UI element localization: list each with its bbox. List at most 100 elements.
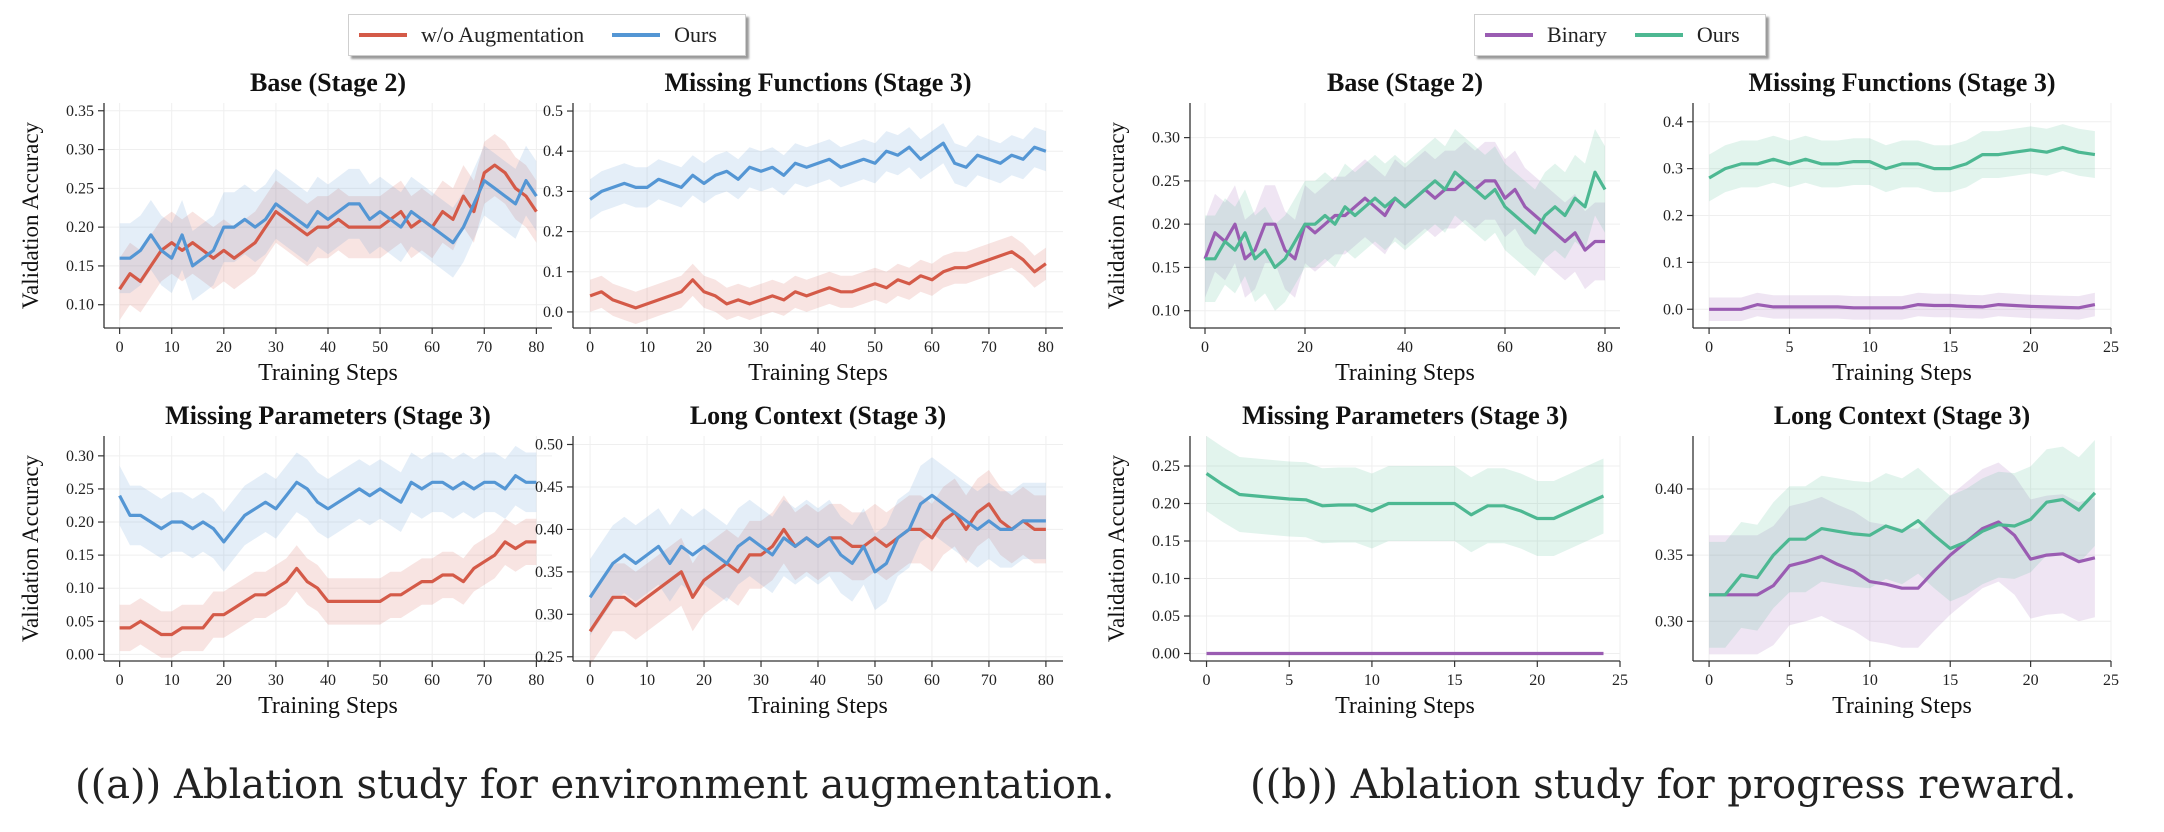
- series-line-2: [589, 141, 1047, 201]
- x-tick-label: 10: [164, 672, 180, 689]
- x-tick-label: 70: [981, 672, 997, 689]
- x-tick-label: 20: [216, 339, 232, 356]
- y-tick-label: 0.25: [66, 180, 94, 197]
- series-line-2: [119, 179, 538, 268]
- legend-progress-reward: Binary Ours: [1474, 14, 1766, 56]
- x-tick-label: 0: [116, 672, 124, 689]
- x-tick-label: 0: [1705, 672, 1713, 689]
- x-axis-label: Training Steps: [258, 360, 398, 386]
- x-tick-label: 15: [1942, 339, 1958, 356]
- y-tick-label: 0.1: [1663, 254, 1683, 271]
- y-tick-label: 0.05: [66, 613, 94, 630]
- chart-title: Long Context (Stage 3): [1774, 401, 2030, 430]
- y-tick-label: 0.10: [1152, 571, 1180, 588]
- x-tick-label: 50: [867, 339, 883, 356]
- x-tick-label: 25: [1612, 672, 1628, 689]
- x-tick-label: 20: [216, 672, 232, 689]
- series-line-1: [119, 540, 537, 637]
- x-tick-label: 0: [586, 672, 594, 689]
- y-axis-label: Validation Accuracy: [18, 121, 43, 309]
- x-axis-label: Training Steps: [258, 693, 398, 719]
- series-line-2: [1708, 145, 2096, 180]
- y-tick-label: 0.0: [543, 304, 563, 321]
- x-tick-label: 80: [1597, 339, 1613, 356]
- x-tick-label: 10: [164, 339, 180, 356]
- x-axis-label: Training Steps: [1832, 693, 1972, 719]
- series-line-1: [1709, 520, 2096, 597]
- confidence-band-2: [1205, 129, 1605, 311]
- x-tick-label: 80: [1038, 339, 1054, 356]
- x-tick-label: 30: [268, 339, 284, 356]
- legend-swatch-binary: [1485, 33, 1533, 37]
- y-tick-label: 0.5: [543, 103, 563, 120]
- y-tick-label: 0.15: [1152, 259, 1180, 276]
- y-tick-label: 0.10: [66, 580, 94, 597]
- y-tick-label: 0.40: [535, 521, 563, 538]
- confidence-band-2: [590, 123, 1046, 220]
- y-tick-label: 0.30: [66, 448, 94, 465]
- y-tick-label: 0.35: [66, 103, 94, 120]
- y-tick-label: 0.25: [1152, 458, 1180, 475]
- y-axis-label: Validation Accuracy: [1104, 121, 1129, 309]
- series-line-2: [1709, 491, 2097, 597]
- series-line-2: [1205, 472, 1605, 521]
- y-axis-label: Validation Accuracy: [1104, 454, 1129, 642]
- series-line-2: [588, 493, 1046, 599]
- chart-panel-4: 0 10 20 30 40 50 60 70 80 0.25 0.30 0.35 0.40 0.45 0.5…: [535, 401, 1063, 719]
- x-tick-label: 40: [320, 672, 336, 689]
- y-tick-label: 0.30: [66, 142, 94, 159]
- x-tick-label: 10: [1862, 672, 1878, 689]
- x-tick-label: 40: [320, 339, 336, 356]
- chart-panel-2: 0 10 20 30 40 50 60 70 80 0.0 0.1 0.2 0.3 0.4 0.5 Missi…: [543, 68, 1063, 386]
- chart-title: Long Context (Stage 3): [690, 401, 946, 430]
- legend-swatch-ours: [612, 33, 661, 37]
- chart-panel-7: 0 5 10 15 20 25 0.00 0.05 0.10 0.15 0.20 0.25 Missin…: [1104, 401, 1628, 719]
- y-tick-label: 0.30: [1655, 613, 1683, 630]
- x-axis-label: Training Steps: [748, 693, 888, 719]
- x-tick-label: 25: [2103, 339, 2119, 356]
- confidence-band-1: [119, 518, 537, 658]
- x-tick-label: 25: [2103, 672, 2119, 689]
- series-line-2: [1205, 170, 1607, 269]
- chart-title: Missing Functions (Stage 3): [665, 68, 972, 97]
- x-tick-label: 30: [268, 672, 284, 689]
- x-axis-label: Training Steps: [1832, 360, 1972, 386]
- x-axis-label: Training Steps: [748, 360, 888, 386]
- x-tick-label: 0: [586, 339, 594, 356]
- y-tick-label: 0.4: [543, 143, 563, 160]
- y-tick-label: 0.05: [1152, 608, 1180, 625]
- y-tick-label: 0.40: [1655, 481, 1683, 498]
- caption-b: ((b)) Ablation study for progress reward…: [1250, 762, 2077, 808]
- legend-label-ours: Ours: [674, 22, 717, 47]
- confidence-band-1: [590, 470, 1046, 666]
- x-tick-label: 40: [810, 672, 826, 689]
- x-tick-label: 60: [924, 672, 940, 689]
- caption-a: ((a)) Ablation study for environment aug…: [75, 762, 1115, 808]
- chart-panel-1: 0 10 20 30 40 50 60 70 80 0.10 0.15 0.20 0.25 0.30 0.3…: [18, 68, 552, 386]
- y-tick-label: 0.00: [66, 646, 94, 663]
- y-tick-label: 0.20: [1152, 216, 1180, 233]
- chart-title: Missing Parameters (Stage 3): [165, 401, 491, 430]
- x-tick-label: 50: [372, 672, 388, 689]
- y-tick-label: 0.15: [66, 547, 94, 564]
- x-tick-label: 20: [2023, 339, 2039, 356]
- x-tick-label: 50: [372, 339, 388, 356]
- y-tick-label: 0.20: [66, 219, 94, 236]
- x-tick-label: 0: [116, 339, 124, 356]
- chart-title: Base (Stage 2): [1327, 68, 1483, 97]
- x-tick-label: 20: [696, 672, 712, 689]
- legend-augmentation: w/o Augmentation Ours: [348, 14, 746, 56]
- series-line-1: [118, 163, 538, 291]
- x-tick-label: 20: [1529, 672, 1545, 689]
- y-tick-label: 0.10: [1152, 303, 1180, 320]
- y-tick-label: 0.15: [1152, 533, 1180, 550]
- confidence-band-1: [590, 235, 1046, 324]
- x-tick-label: 0: [1201, 339, 1209, 356]
- confidence-band-2: [1709, 440, 2095, 648]
- y-tick-label: 0.4: [1663, 114, 1683, 131]
- x-tick-label: 15: [1942, 672, 1958, 689]
- x-tick-label: 70: [476, 672, 492, 689]
- legend-label-wo-augmentation: w/o Augmentation: [421, 22, 585, 47]
- chart-panel-6: 0 5 10 15 20 25 0.0 0.1 0.2 0.3 0.4 Missing Functio…: [1663, 68, 2119, 386]
- legend-label-binary: Binary: [1547, 22, 1607, 47]
